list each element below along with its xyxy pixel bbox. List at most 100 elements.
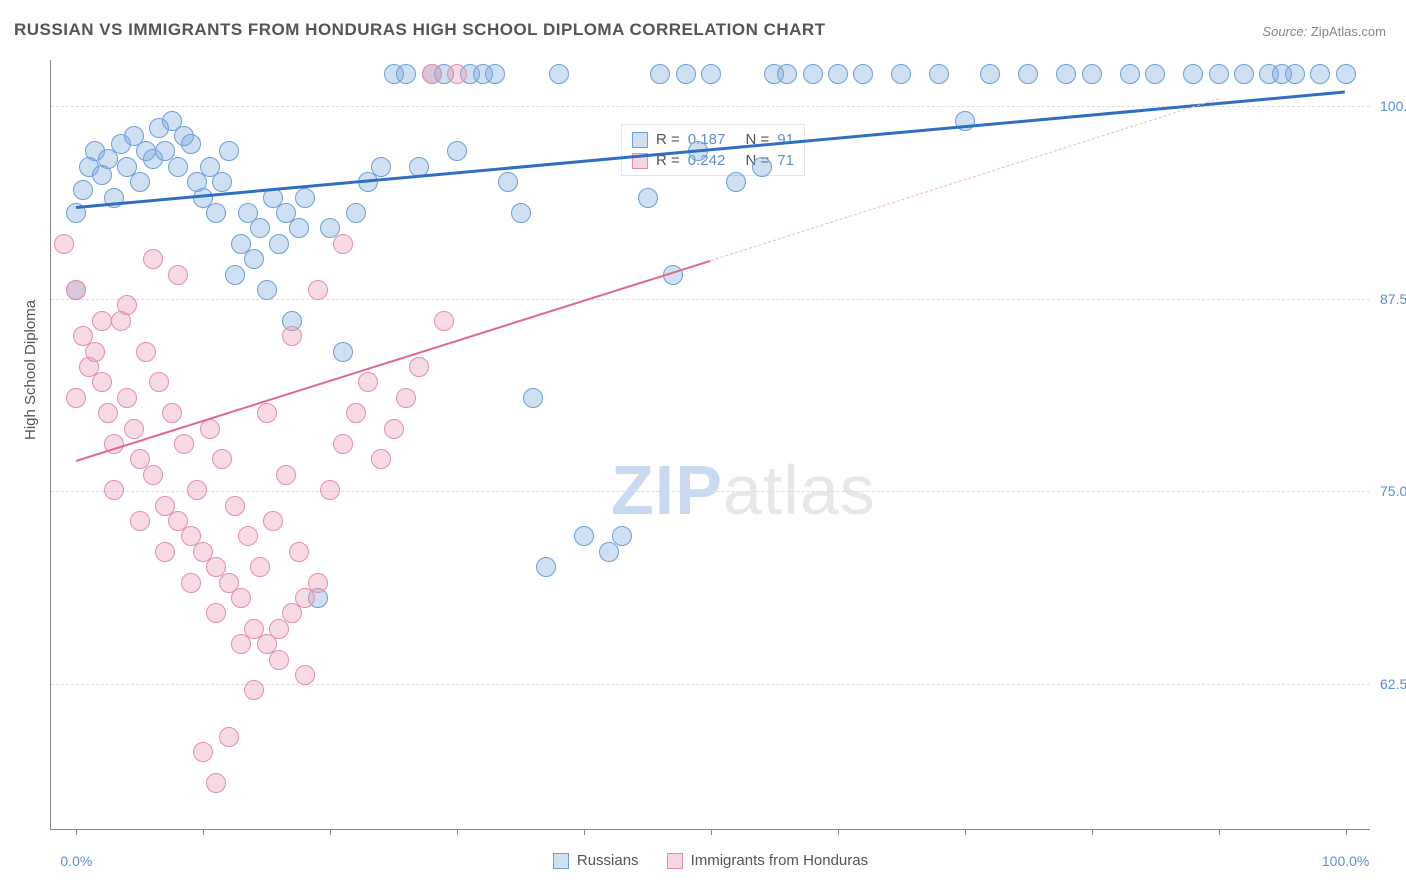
scatter-point <box>73 180 93 200</box>
scatter-point <box>308 280 328 300</box>
scatter-point <box>162 403 182 423</box>
legend-n-value-honduras: 71 <box>777 152 794 169</box>
x-tick <box>965 829 966 835</box>
scatter-point <box>409 357 429 377</box>
scatter-point <box>333 434 353 454</box>
scatter-point <box>853 64 873 84</box>
scatter-point <box>638 188 658 208</box>
scatter-point <box>257 280 277 300</box>
scatter-point <box>219 727 239 747</box>
legend-row-russians: R = 0.187 N = 91 <box>632 129 794 150</box>
legend-item-russians: Russians <box>553 852 639 869</box>
scatter-point <box>447 64 467 84</box>
scatter-point <box>333 234 353 254</box>
scatter-point <box>828 64 848 84</box>
legend-label-russians: Russians <box>577 852 639 869</box>
x-tick <box>1346 829 1347 835</box>
scatter-point <box>1183 64 1203 84</box>
scatter-point <box>155 542 175 562</box>
scatter-point <box>447 141 467 161</box>
scatter-point <box>257 403 277 423</box>
chart-container: RUSSIAN VS IMMIGRANTS FROM HONDURAS HIGH… <box>0 0 1406 892</box>
scatter-point <box>289 218 309 238</box>
scatter-point <box>371 157 391 177</box>
scatter-point <box>1234 64 1254 84</box>
scatter-point <box>358 372 378 392</box>
scatter-point <box>143 249 163 269</box>
scatter-point <box>174 434 194 454</box>
legend-swatch-honduras <box>667 853 683 869</box>
scatter-point <box>396 388 416 408</box>
scatter-point <box>206 203 226 223</box>
scatter-point <box>136 342 156 362</box>
y-tick-label: 87.5% <box>1380 291 1406 307</box>
gridline-horizontal <box>51 299 1370 300</box>
legend-r-label: R = <box>656 131 680 148</box>
scatter-point <box>98 403 118 423</box>
scatter-point <box>498 172 518 192</box>
scatter-point <box>549 64 569 84</box>
legend-item-honduras: Immigrants from Honduras <box>667 852 869 869</box>
scatter-point <box>1145 64 1165 84</box>
y-tick-label: 75.0% <box>1380 483 1406 499</box>
legend-series: Russians Immigrants from Honduras <box>51 852 1370 869</box>
scatter-point <box>1336 64 1356 84</box>
scatter-point <box>891 64 911 84</box>
scatter-point <box>54 234 74 254</box>
scatter-point <box>92 311 112 331</box>
scatter-point <box>295 188 315 208</box>
watermark: ZIPatlas <box>611 450 876 530</box>
x-tick-label: 100.0% <box>1322 853 1369 869</box>
scatter-point <box>124 419 144 439</box>
scatter-point <box>66 280 86 300</box>
scatter-point <box>384 419 404 439</box>
scatter-point <box>66 388 86 408</box>
scatter-point <box>485 64 505 84</box>
scatter-point <box>149 372 169 392</box>
source-value: ZipAtlas.com <box>1311 24 1386 39</box>
y-tick-label: 100.0% <box>1380 98 1406 114</box>
scatter-point <box>269 650 289 670</box>
watermark-atlas: atlas <box>723 451 876 529</box>
scatter-point <box>250 557 270 577</box>
scatter-point <box>396 64 416 84</box>
scatter-point <box>168 157 188 177</box>
scatter-point <box>650 64 670 84</box>
scatter-point <box>676 64 696 84</box>
scatter-point <box>346 403 366 423</box>
scatter-point <box>612 526 632 546</box>
scatter-point <box>85 342 105 362</box>
x-tick <box>76 829 77 835</box>
scatter-point <box>511 203 531 223</box>
legend-swatch-russians <box>553 853 569 869</box>
scatter-point <box>143 465 163 485</box>
x-tick <box>203 829 204 835</box>
scatter-point <box>250 218 270 238</box>
plot-area: ZIPatlas R = 0.187 N = 91 R = 0.242 N = … <box>50 60 1370 830</box>
y-tick-label: 62.5% <box>1380 676 1406 692</box>
scatter-point <box>701 64 721 84</box>
scatter-point <box>104 480 124 500</box>
scatter-point <box>295 588 315 608</box>
scatter-point <box>1056 64 1076 84</box>
scatter-point <box>117 388 137 408</box>
scatter-point <box>929 64 949 84</box>
scatter-point <box>1272 64 1292 84</box>
scatter-point <box>181 134 201 154</box>
scatter-point <box>263 511 283 531</box>
scatter-point <box>333 342 353 362</box>
scatter-point <box>269 234 289 254</box>
x-tick <box>1219 829 1220 835</box>
scatter-point <box>803 64 823 84</box>
scatter-point <box>1018 64 1038 84</box>
scatter-point <box>1082 64 1102 84</box>
x-tick <box>584 829 585 835</box>
x-tick-label: 0.0% <box>60 853 92 869</box>
scatter-point <box>212 172 232 192</box>
scatter-point <box>289 542 309 562</box>
regression-line <box>76 91 1345 209</box>
scatter-point <box>346 203 366 223</box>
scatter-point <box>130 511 150 531</box>
source-attribution: Source: ZipAtlas.com <box>1262 24 1386 39</box>
x-tick <box>711 829 712 835</box>
